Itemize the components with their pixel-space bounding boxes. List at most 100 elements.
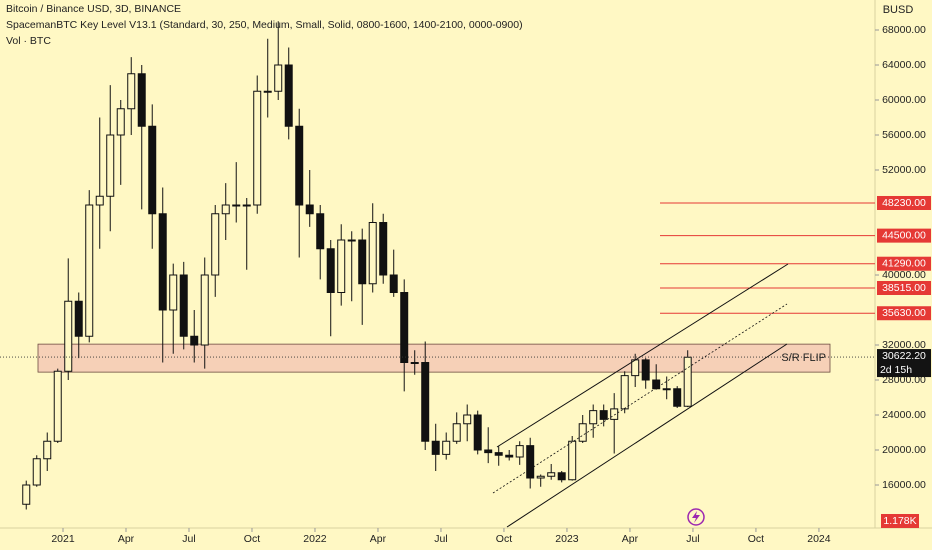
candle-body	[484, 449, 493, 454]
key-level-tag	[877, 228, 931, 243]
x-tick-label: Apr	[622, 533, 639, 545]
candle-body	[169, 274, 178, 311]
x-tick-label: Oct	[244, 533, 260, 545]
x-tick-label: 2021	[51, 533, 75, 545]
x-tick-label: 2024	[807, 533, 831, 545]
candle-body	[106, 134, 115, 197]
candle-body	[211, 213, 220, 276]
candle-body	[263, 90, 272, 93]
x-tick-label: Jul	[686, 533, 699, 545]
channel-lower	[506, 343, 788, 528]
candle-body	[673, 388, 682, 407]
sr-zone-label: S/R FLIP	[781, 352, 826, 364]
y-tick-label: 68000.00	[882, 24, 926, 36]
chart-title: Bitcoin / Binance USD, 3D, BINANCE	[6, 3, 181, 15]
candle-body	[53, 370, 62, 442]
candle-body	[116, 108, 125, 136]
candle-body	[473, 414, 482, 451]
channel-upper	[496, 263, 789, 448]
y-axis-label: BUSD	[883, 4, 914, 16]
volume-label: 1.178K	[883, 515, 916, 527]
candle-body	[74, 300, 83, 337]
key-level-label: 48230.00	[882, 197, 926, 209]
candle-body	[421, 362, 430, 442]
candle-body	[610, 408, 619, 420]
candle-body	[431, 440, 440, 455]
candle-body	[505, 454, 514, 458]
candle-body	[578, 423, 587, 442]
candle-body	[368, 222, 377, 285]
candle-body	[337, 239, 346, 294]
y-tick-label: 32000.00	[882, 339, 926, 351]
event-icon-bolt	[692, 511, 700, 523]
candle-body	[494, 452, 503, 456]
key-level-label: 35630.00	[882, 307, 926, 319]
key-level-label: 41290.00	[882, 257, 926, 269]
candle-body	[190, 335, 199, 346]
candle-body	[274, 64, 283, 92]
candle-body	[589, 410, 598, 425]
candle-body	[232, 204, 241, 207]
key-level-tag	[877, 256, 931, 271]
candle-body	[515, 445, 524, 458]
x-tick-label: Apr	[370, 533, 387, 545]
y-tick-label: 20000.00	[882, 444, 926, 456]
candle-body	[379, 222, 388, 276]
candle-body	[253, 90, 262, 206]
candle-body	[221, 204, 230, 215]
x-tick-label: Jul	[182, 533, 195, 545]
last-price-label: 30622.20	[882, 350, 926, 362]
x-tick-label: 2022	[303, 533, 327, 545]
candle-body	[463, 414, 472, 425]
countdown-label: 2d 15h	[880, 364, 912, 376]
candle-body	[127, 73, 136, 110]
x-tick-label: Oct	[748, 533, 764, 545]
candle-body	[631, 359, 640, 377]
y-tick-label: 24000.00	[882, 409, 926, 421]
y-tick-label: 60000.00	[882, 94, 926, 106]
candle-body	[536, 475, 545, 479]
volume-title: Vol · BTC	[6, 35, 51, 47]
candle-body	[158, 213, 167, 311]
candle-body	[284, 64, 293, 127]
candle-body	[526, 445, 535, 479]
key-level-tag	[877, 280, 931, 295]
candle-body	[547, 472, 556, 477]
x-tick-label: Jul	[434, 533, 447, 545]
key-level-label: 38515.00	[882, 282, 926, 294]
key-level-tag	[877, 195, 931, 210]
candle-body	[347, 239, 356, 242]
y-tick-label: 64000.00	[882, 59, 926, 71]
x-tick-label: Apr	[118, 533, 135, 545]
key-level-tag	[877, 306, 931, 321]
channel-mid	[492, 303, 788, 494]
candle-body	[200, 274, 209, 346]
volume-tag	[881, 514, 919, 528]
candle-body	[568, 440, 577, 481]
candle-body	[22, 484, 31, 505]
candle-body	[641, 359, 650, 381]
x-tick-label: 2023	[555, 533, 579, 545]
candle-body	[389, 274, 398, 294]
candle-body	[316, 213, 325, 250]
sr-zone	[37, 343, 831, 373]
candle-body	[599, 410, 608, 420]
candle-body	[295, 125, 304, 206]
candle-body	[652, 379, 661, 390]
event-icon[interactable]	[687, 508, 705, 526]
y-tick-label: 40000.00	[882, 269, 926, 281]
candle-body	[358, 239, 367, 285]
candle-body	[557, 472, 566, 481]
candle-body	[400, 292, 409, 364]
indicator-title: SpacemanBTC Key Level V13.1 (Standard, 3…	[6, 19, 523, 31]
candle-body	[662, 388, 671, 391]
candle-body	[179, 274, 188, 337]
candle-body	[442, 440, 451, 455]
candle-body	[43, 440, 52, 460]
candle-body	[305, 204, 314, 215]
candle-body	[32, 458, 41, 486]
y-tick-label: 16000.00	[882, 479, 926, 491]
candle-body	[410, 362, 419, 365]
candle-body	[137, 73, 146, 127]
